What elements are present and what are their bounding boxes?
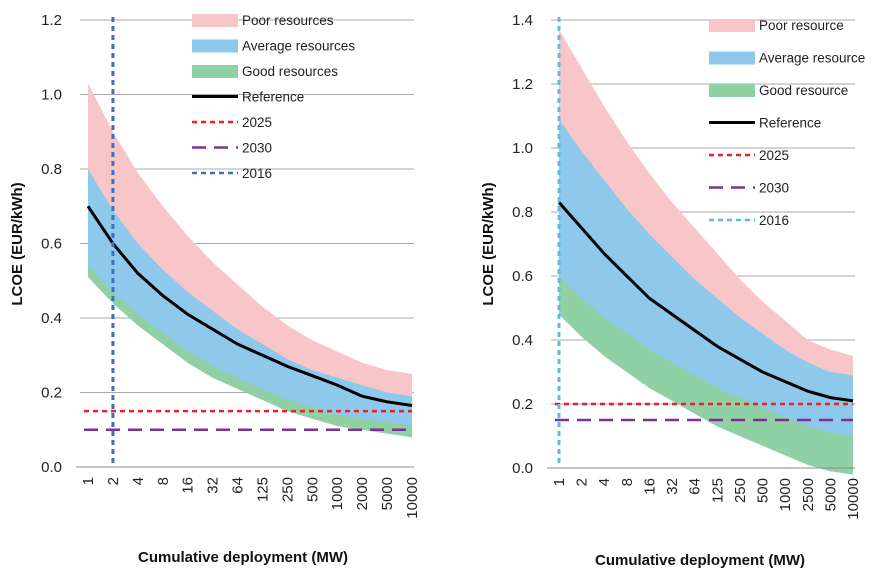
chart-right-band-good-resource	[559, 276, 853, 475]
chart-left-legend-swatch	[192, 39, 238, 53]
chart-right-ytick: 0.4	[512, 332, 533, 349]
chart-right-legend-label: Reference	[759, 116, 821, 131]
chart-left-xlabel: Cumulative deployment (MW)	[138, 549, 348, 566]
chart-left-ylabel: LCOE (EUR/kWh)	[9, 182, 26, 305]
chart-right-ytick: 0.2	[512, 396, 533, 413]
chart-left-xtick: 4	[130, 477, 147, 485]
chart-left-ytick: 0.6	[41, 236, 62, 253]
chart-right-xtick: 10000	[845, 478, 862, 520]
chart-right-reference-line	[557, 201, 854, 403]
chart-left-xtick: 5000	[379, 477, 396, 510]
chart-left-xtick: 8	[155, 477, 172, 485]
chart-right-ytick: 1.2	[512, 76, 533, 93]
chart-left-xtick: 16	[180, 477, 197, 494]
chart-right-legend-swatch	[709, 84, 755, 97]
chart-right-xlabel: Cumulative deployment (MW)	[595, 552, 805, 569]
chart-left-legend-label: 2030	[242, 141, 272, 156]
chart-right-xtick: 8	[619, 478, 636, 486]
chart-left-legend-label: Good resources	[242, 64, 338, 79]
chart-left-xtick: 10000	[404, 477, 421, 519]
chart-right-xtick: 2	[574, 478, 591, 486]
chart-right-ytick: 0.6	[512, 268, 533, 285]
chart-left: Cumulative deployment (MW) LCOE (EUR/kWh…	[9, 12, 421, 566]
chart-right-legend-label: 2030	[759, 181, 789, 196]
chart-right-ytick: 0.8	[512, 204, 533, 221]
chart-right-legend-label: Poor resource	[759, 18, 844, 33]
chart-left-ytick: 0.0	[41, 459, 62, 476]
chart-left-legend-swatch	[192, 65, 238, 78]
chart-left-xtick: 500	[304, 477, 321, 502]
chart-right-legend-swatch	[709, 19, 755, 32]
chart-left-xtick: 125	[255, 477, 272, 502]
chart-left-ytick: 0.2	[41, 385, 62, 402]
chart-left-ytick: 1.2	[41, 12, 62, 29]
chart-left-ytick: 0.8	[41, 161, 62, 178]
chart-right-xtick: 16	[642, 478, 659, 495]
chart-right-ylabel: LCOE (EUR/kWh)	[480, 182, 497, 305]
chart-right-legend-swatch	[709, 51, 755, 65]
chart-right-legend-label: Average resource	[759, 51, 865, 66]
chart-left-legend-label: Reference	[242, 90, 304, 105]
chart-left-ytick: 0.4	[41, 310, 62, 327]
chart-right-legend-label: 2016	[759, 213, 789, 228]
chart-right-ytick: 1.0	[512, 140, 533, 157]
chart-right-xtick: 32	[664, 478, 681, 495]
chart-right-xtick: 2500	[800, 478, 817, 511]
chart-right-xtick: 125	[709, 478, 726, 503]
chart-left-ytick: 1.0	[41, 87, 62, 104]
chart-right-xtick: 64	[687, 478, 704, 495]
chart-right-xtick: 5000	[822, 478, 839, 511]
chart-right: Cumulative deployment (MW) LCOE (EUR/kWh…	[480, 12, 865, 569]
chart-left-legend-label: Poor resources	[242, 13, 334, 28]
chart-left-xtick: 1000	[329, 477, 346, 510]
chart-left-legend-label: 2025	[242, 115, 272, 130]
chart-left-xtick: 32	[205, 477, 222, 494]
chart-left-xtick: 64	[230, 477, 247, 494]
chart-left-xtick: 250	[279, 477, 296, 502]
chart-left-reference-line	[86, 205, 413, 407]
chart-right-ytick: 0.0	[512, 460, 533, 477]
chart-right-xtick: 1000	[777, 478, 794, 511]
chart-right-legend-label: Good resource	[759, 83, 848, 98]
chart-left-legend-label: 2016	[242, 166, 272, 181]
chart-right-xtick: 250	[732, 478, 749, 503]
chart-left-legend-label: Average resources	[242, 39, 355, 54]
chart-right-xtick: 1	[551, 478, 568, 486]
chart-left-legend-swatch	[192, 14, 238, 27]
chart-right-xtick: 4	[596, 478, 613, 486]
chart-right-ytick: 1.4	[512, 12, 533, 29]
chart-left-xtick: 1	[80, 477, 97, 485]
chart-left-xtick: 2000	[354, 477, 371, 510]
chart-left-xtick: 2	[105, 477, 122, 485]
chart-right-xtick: 500	[755, 478, 772, 503]
chart-right-legend-label: 2025	[759, 148, 789, 163]
chart-right-band-average-resource	[559, 119, 853, 475]
